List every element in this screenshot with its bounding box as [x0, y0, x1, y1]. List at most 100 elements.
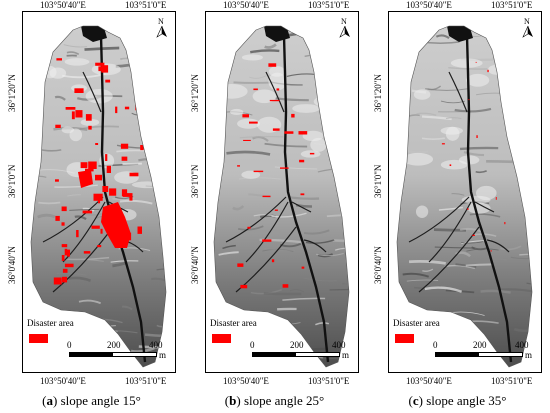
disaster-patch	[82, 210, 92, 214]
disaster-patch	[121, 156, 128, 161]
terrain-texture	[422, 268, 434, 272]
ridge-highlight	[43, 65, 57, 79]
terrain-texture	[38, 355, 73, 359]
north-arrow-icon: N	[155, 16, 169, 38]
disaster-patch	[272, 128, 280, 131]
scale-segment	[253, 353, 275, 356]
terrain-texture	[416, 112, 437, 116]
terrain-texture	[454, 107, 492, 113]
terrain-texture	[480, 289, 511, 294]
ridge-highlight	[230, 108, 244, 116]
terrain-texture	[239, 135, 284, 139]
terrain-texture	[162, 246, 166, 251]
ridge-highlight	[216, 83, 248, 99]
disaster-patch	[324, 105, 334, 107]
disaster-patch	[322, 97, 332, 99]
disaster-patch	[61, 255, 65, 261]
disaster-patch	[449, 164, 452, 166]
terrain-texture	[149, 65, 166, 70]
scale-segment	[91, 353, 113, 356]
terrain-texture	[435, 34, 450, 40]
terrain-texture	[54, 184, 98, 188]
disaster-patch	[269, 99, 280, 102]
terrain-texture	[233, 81, 272, 84]
terrain-texture	[245, 229, 282, 233]
scale-segment	[500, 353, 522, 356]
terrain-texture	[68, 276, 92, 282]
scale-segment	[317, 353, 339, 356]
disaster-patch	[53, 277, 62, 285]
disaster-patch	[242, 114, 249, 118]
disaster-patch	[98, 66, 105, 72]
disaster-patch	[61, 222, 65, 226]
terrain-texture	[289, 289, 305, 293]
disaster-patch	[129, 195, 133, 201]
north-arrow-icon: N	[338, 16, 352, 38]
terrain-texture	[461, 241, 484, 244]
ridge-highlight	[80, 118, 100, 126]
map-panel-c: 103°50'40"E 103°51'0"E Disaster area 0 200…	[366, 0, 549, 413]
terrain-texture	[293, 358, 321, 365]
lon-label-top-right: 103°51'0"E	[491, 0, 533, 10]
terrain-texture	[250, 49, 280, 54]
caption-text: slope angle 35°	[422, 393, 507, 408]
disaster-patch	[97, 245, 102, 248]
scale-label: 0	[433, 340, 438, 350]
disaster-patch	[262, 239, 272, 242]
ridge-highlight	[241, 170, 261, 179]
disaster-patch	[237, 165, 240, 167]
disaster-patch	[284, 131, 294, 134]
scale-unit: m	[525, 350, 533, 360]
scale-label: 400	[332, 340, 346, 350]
terrain-map	[396, 25, 533, 368]
disaster-patch	[61, 244, 68, 248]
terrain-texture	[305, 239, 335, 244]
lon-label-top-right: 103°51'0"E	[308, 0, 350, 10]
terrain-texture	[263, 292, 302, 296]
terrain-texture	[526, 232, 532, 236]
disaster-patch	[476, 135, 478, 138]
disaster-patch	[467, 208, 469, 210]
terrain-texture	[342, 125, 349, 131]
disaster-patch	[247, 226, 251, 229]
scale-bar	[69, 352, 157, 357]
disaster-patch	[268, 63, 277, 67]
disaster-patch	[85, 168, 94, 172]
disaster-patch	[105, 154, 108, 161]
terrain-texture	[519, 252, 532, 256]
terrain-texture	[112, 261, 126, 268]
terrain-texture	[121, 305, 133, 311]
terrain-texture	[249, 75, 267, 79]
disaster-patch	[121, 189, 128, 197]
disaster-patch	[55, 215, 60, 221]
terrain-texture	[237, 225, 264, 231]
legend-swatch-disaster	[395, 334, 414, 343]
terrain-texture	[303, 277, 337, 282]
side-channel	[291, 201, 312, 213]
side-channel	[408, 196, 470, 243]
north-arrow-icon: N	[521, 16, 535, 38]
scale-label: 200	[473, 340, 487, 350]
disaster-patch	[309, 152, 315, 155]
disaster-patch	[98, 195, 101, 204]
scale-label: 400	[515, 340, 529, 350]
terrain-texture	[253, 214, 278, 218]
disaster-patch	[135, 102, 145, 111]
terrain-texture	[38, 201, 61, 205]
disaster-patch	[237, 263, 244, 267]
terrain-texture	[445, 117, 462, 120]
disaster-patch	[280, 167, 289, 169]
terrain-texture	[463, 151, 485, 157]
terrain-texture	[345, 208, 349, 213]
scale-segment	[296, 353, 318, 356]
scale-bar	[435, 352, 523, 357]
svg-text:N: N	[524, 17, 530, 26]
disaster-patch	[62, 268, 68, 273]
terrain-texture	[37, 213, 56, 219]
disaster-patch	[85, 114, 92, 121]
scale-segment	[457, 353, 479, 356]
disaster-patch	[115, 106, 118, 114]
terrain-texture	[159, 191, 166, 197]
disaster-patch	[56, 58, 62, 61]
terrain-texture	[66, 51, 80, 55]
